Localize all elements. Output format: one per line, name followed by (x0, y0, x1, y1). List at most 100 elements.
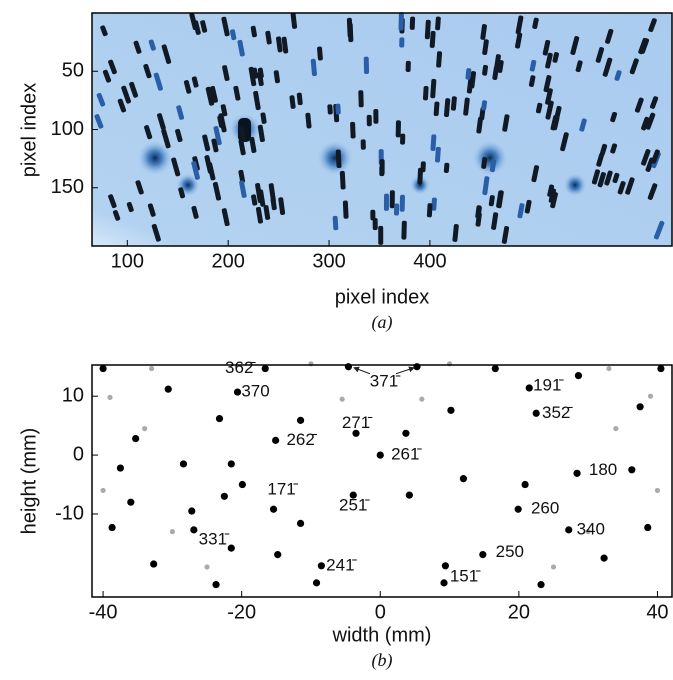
spot (349, 491, 357, 499)
spot (220, 492, 228, 500)
streak (96, 92, 106, 107)
streak (443, 162, 450, 174)
streak (491, 212, 499, 230)
streak (550, 191, 558, 209)
spot (227, 460, 235, 468)
spot-label: 352̄ (542, 403, 573, 422)
streak (121, 85, 131, 104)
spot (107, 394, 113, 400)
streak (610, 143, 618, 154)
spot (212, 581, 220, 589)
streak (501, 226, 510, 244)
spot (179, 460, 188, 468)
spot (441, 562, 450, 570)
streak (431, 197, 437, 211)
spot-label: 260 (531, 499, 559, 518)
streak (602, 57, 613, 77)
spot (227, 544, 235, 552)
streak (545, 88, 553, 105)
streak (548, 188, 557, 203)
streak (346, 17, 353, 38)
streak (200, 20, 208, 33)
streak (614, 70, 622, 81)
streak (389, 190, 395, 209)
streak (651, 149, 660, 164)
spot-label: 371̄ (370, 371, 401, 390)
streak (255, 206, 263, 224)
streak (497, 60, 504, 73)
streak (543, 75, 552, 93)
streak (144, 125, 153, 140)
streak (248, 66, 257, 87)
streak (222, 65, 230, 81)
x-tick-label: 200 (211, 250, 244, 272)
diffuse-spot (563, 173, 587, 197)
streak (360, 139, 366, 150)
streak (230, 29, 237, 41)
streak (191, 161, 200, 180)
spot-label: 271̄ (342, 413, 373, 432)
y-axis-label: pixel index (18, 83, 40, 178)
spot (127, 498, 135, 506)
streak (481, 157, 488, 169)
streak (212, 181, 222, 201)
panel-a: pixel index pixel index (a) 100 200 300 400… (18, 12, 673, 333)
streak (290, 12, 298, 29)
streak (452, 223, 459, 242)
streak (176, 105, 185, 120)
y-tick-label: -10 (55, 502, 84, 524)
streak (193, 20, 201, 35)
spot (132, 435, 140, 443)
streak (238, 169, 246, 183)
streak (268, 183, 276, 203)
x-axis-label: width (mm) (332, 624, 432, 646)
spot (269, 505, 278, 513)
diffuse-spot (137, 140, 173, 176)
streak (239, 180, 247, 198)
streak (482, 64, 489, 76)
streak (94, 114, 104, 129)
spot-label: 191̄ (533, 375, 564, 394)
x-tick-label: 100 (111, 250, 144, 272)
streak (383, 193, 390, 211)
spot (108, 523, 116, 532)
streak (489, 159, 497, 173)
streak (605, 28, 614, 44)
spot-label: 151̄ (450, 566, 481, 585)
streak (653, 220, 665, 240)
streak (430, 78, 437, 99)
spot (628, 466, 636, 474)
streak (183, 80, 192, 94)
streak (175, 128, 183, 143)
streak (524, 199, 532, 214)
streak (171, 157, 181, 177)
spot (376, 451, 384, 459)
y-tick-label: 100 (51, 118, 84, 140)
streak (133, 40, 142, 54)
streak (629, 58, 639, 75)
spot (440, 579, 448, 587)
streak (221, 16, 230, 37)
streak (366, 114, 372, 127)
streak (205, 86, 215, 106)
streak (579, 118, 587, 132)
x-tick-label: -40 (89, 601, 118, 623)
streak (251, 194, 258, 206)
spot (148, 365, 155, 372)
streak (358, 90, 364, 108)
streak (417, 167, 424, 185)
streak (178, 187, 186, 199)
streak (147, 203, 156, 217)
streak (238, 139, 246, 156)
spot (150, 560, 158, 568)
streak (237, 39, 245, 57)
streak (433, 101, 440, 117)
spot-label: 250 (496, 542, 524, 561)
streak (612, 172, 620, 184)
spot (272, 436, 280, 444)
streak (249, 136, 257, 153)
streak (161, 44, 172, 64)
streak (647, 183, 658, 200)
streak (335, 103, 341, 115)
